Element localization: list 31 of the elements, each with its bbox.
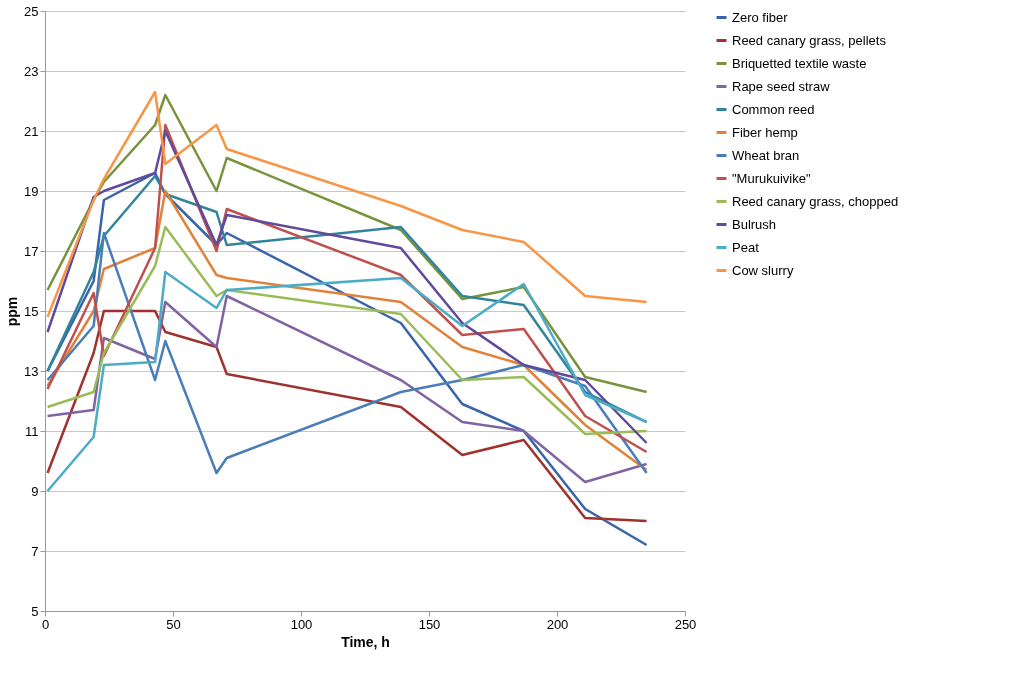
legend-label: Common reed (732, 101, 815, 117)
x-tick-label: 150 (418, 616, 441, 632)
x-tick-label: 0 (41, 616, 50, 632)
y-tick-label: 15 (24, 303, 39, 319)
y-tick-label: 21 (24, 123, 39, 139)
legend-label: Bulrush (732, 216, 777, 232)
x-tick-label: 250 (674, 616, 697, 632)
y-tick-label: 9 (31, 483, 39, 499)
x-tick-label: 100 (290, 616, 313, 632)
legend-label: Wheat bran (732, 147, 800, 163)
x-axis-title: Time, h (341, 633, 390, 650)
legend-label: Zero fiber (732, 9, 789, 25)
y-tick-label: 19 (24, 183, 39, 199)
y-tick-label: 7 (31, 543, 39, 559)
y-tick-label: 25 (24, 3, 39, 19)
y-tick-label: 11 (25, 423, 39, 439)
y-axis-title: ppm (4, 296, 21, 327)
legend-label: Rape seed straw (732, 78, 831, 94)
x-tick-label: 50 (166, 616, 181, 632)
legend-label: Fiber hemp (732, 124, 798, 140)
y-tick-label: 13 (24, 363, 39, 379)
legend-label: Peat (732, 239, 760, 255)
legend-label: "Murukuivike" (732, 170, 811, 186)
y-tick-label: 23 (24, 63, 39, 79)
x-tick-label: 200 (546, 616, 569, 632)
legend-label: Cow slurry (732, 262, 794, 278)
legend-label: Briquetted textile waste (732, 55, 867, 71)
legend-label: Reed canary grass, chopped (732, 193, 899, 209)
y-tick-label: 17 (24, 243, 39, 259)
legend-label: Reed canary grass, pellets (732, 32, 887, 48)
y-tick-label: 5 (31, 603, 39, 619)
